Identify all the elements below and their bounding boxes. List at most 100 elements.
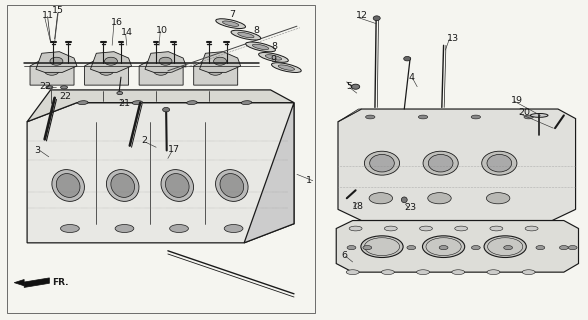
Ellipse shape	[530, 114, 548, 117]
Ellipse shape	[265, 55, 282, 60]
Ellipse shape	[382, 270, 395, 275]
Text: 15: 15	[52, 6, 64, 15]
Ellipse shape	[471, 115, 480, 119]
Text: 10: 10	[156, 26, 168, 35]
Ellipse shape	[452, 270, 465, 275]
Ellipse shape	[224, 225, 243, 233]
Ellipse shape	[216, 19, 246, 28]
Polygon shape	[24, 278, 49, 287]
Ellipse shape	[352, 84, 360, 89]
Text: 22: 22	[39, 82, 51, 91]
Ellipse shape	[346, 270, 359, 275]
Text: 12: 12	[356, 12, 368, 20]
Text: 8: 8	[272, 42, 278, 52]
Ellipse shape	[347, 245, 356, 250]
Ellipse shape	[536, 245, 544, 250]
Ellipse shape	[132, 101, 143, 105]
Ellipse shape	[365, 151, 400, 175]
Ellipse shape	[373, 16, 380, 20]
Polygon shape	[91, 52, 132, 72]
Text: 7: 7	[229, 10, 235, 19]
Ellipse shape	[170, 225, 188, 233]
Text: 20: 20	[518, 108, 530, 117]
Ellipse shape	[407, 245, 416, 250]
Text: 14: 14	[121, 28, 133, 37]
Ellipse shape	[222, 21, 239, 26]
Ellipse shape	[484, 236, 526, 258]
Text: 4: 4	[409, 73, 415, 82]
Text: 5: 5	[347, 82, 353, 91]
Ellipse shape	[213, 57, 226, 65]
Ellipse shape	[385, 226, 397, 231]
Ellipse shape	[61, 86, 68, 89]
Text: 23: 23	[405, 203, 416, 212]
Ellipse shape	[161, 170, 193, 201]
Polygon shape	[336, 220, 579, 272]
Polygon shape	[30, 58, 74, 85]
Ellipse shape	[163, 108, 170, 112]
Ellipse shape	[370, 155, 395, 172]
Ellipse shape	[208, 66, 223, 75]
Ellipse shape	[153, 66, 168, 75]
Ellipse shape	[165, 173, 189, 197]
Ellipse shape	[568, 245, 577, 250]
Ellipse shape	[422, 236, 465, 258]
Polygon shape	[193, 58, 238, 85]
Ellipse shape	[482, 151, 517, 175]
Ellipse shape	[369, 193, 393, 204]
Ellipse shape	[366, 115, 375, 119]
Ellipse shape	[404, 56, 411, 61]
Text: 6: 6	[341, 251, 347, 260]
Polygon shape	[139, 58, 183, 85]
Ellipse shape	[419, 226, 432, 231]
Ellipse shape	[46, 86, 53, 89]
Ellipse shape	[439, 245, 448, 250]
Ellipse shape	[417, 270, 429, 275]
Polygon shape	[14, 279, 24, 286]
Ellipse shape	[427, 193, 451, 204]
Ellipse shape	[522, 270, 535, 275]
Ellipse shape	[52, 170, 85, 201]
Polygon shape	[145, 52, 186, 72]
Ellipse shape	[45, 66, 59, 75]
Ellipse shape	[159, 57, 172, 65]
Ellipse shape	[187, 101, 197, 105]
Ellipse shape	[487, 270, 500, 275]
Ellipse shape	[61, 225, 79, 233]
Ellipse shape	[78, 101, 88, 105]
Ellipse shape	[111, 173, 135, 197]
Ellipse shape	[252, 44, 269, 50]
Ellipse shape	[418, 115, 427, 119]
Ellipse shape	[220, 173, 243, 197]
Text: 3: 3	[35, 146, 41, 155]
Ellipse shape	[363, 245, 372, 250]
Ellipse shape	[486, 193, 510, 204]
Text: 16: 16	[111, 18, 123, 27]
Polygon shape	[85, 58, 129, 85]
Polygon shape	[36, 52, 77, 72]
Ellipse shape	[272, 63, 301, 73]
Text: 1: 1	[306, 176, 312, 185]
Polygon shape	[27, 90, 294, 122]
Ellipse shape	[487, 155, 512, 172]
Ellipse shape	[105, 57, 118, 65]
Ellipse shape	[238, 32, 254, 38]
Ellipse shape	[106, 170, 139, 201]
Ellipse shape	[524, 115, 533, 119]
Ellipse shape	[525, 226, 538, 231]
Polygon shape	[338, 109, 576, 220]
Ellipse shape	[455, 226, 467, 231]
Ellipse shape	[559, 245, 568, 250]
Polygon shape	[27, 103, 294, 243]
Ellipse shape	[50, 57, 63, 65]
Polygon shape	[244, 103, 294, 243]
Ellipse shape	[423, 151, 458, 175]
Text: 8: 8	[253, 27, 259, 36]
Ellipse shape	[402, 197, 407, 203]
Ellipse shape	[349, 226, 362, 231]
Ellipse shape	[241, 101, 252, 105]
Ellipse shape	[216, 170, 248, 201]
Text: 2: 2	[142, 136, 148, 145]
Ellipse shape	[472, 245, 480, 250]
Text: 18: 18	[352, 202, 363, 211]
